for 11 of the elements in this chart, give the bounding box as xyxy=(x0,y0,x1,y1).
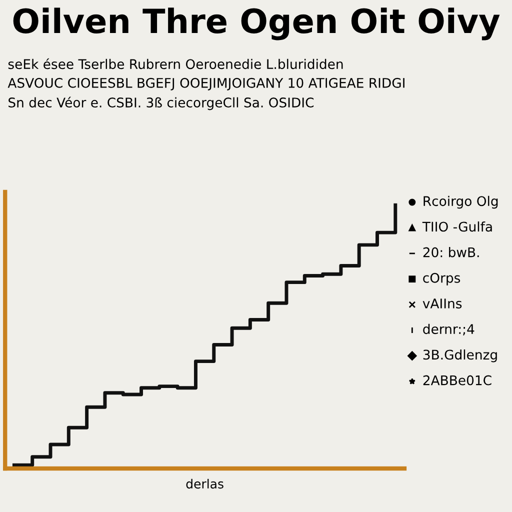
text: 2ABBe01C xyxy=(423,375,492,386)
text: Rcoirgo Olg xyxy=(424,196,498,209)
text: TIIO -Gulfa xyxy=(422,221,492,232)
text: cOrps xyxy=(423,272,460,286)
chart-subtitle: seEk ésee Tserlbe Rubrern Oeroenedie L.blurididen ASVOUC CIOEESBL BGEFJ OOEJIMJOIGANY 10 ATIGEAE RIDGI Sn dec Véor e. CSBI. 3ß ciecorgeCll Sa. OSIDIC xyxy=(8,58,404,110)
text: 3B.Gdlenzg xyxy=(423,349,497,362)
text: dernr:;4 xyxy=(423,324,474,336)
chart-title: Oilven Thre Ogen Oit Oivy xyxy=(13,8,500,40)
text: vAIIns xyxy=(422,298,462,308)
text: 20: bwB. xyxy=(423,247,479,258)
x-axis-title: derlas xyxy=(186,478,224,489)
